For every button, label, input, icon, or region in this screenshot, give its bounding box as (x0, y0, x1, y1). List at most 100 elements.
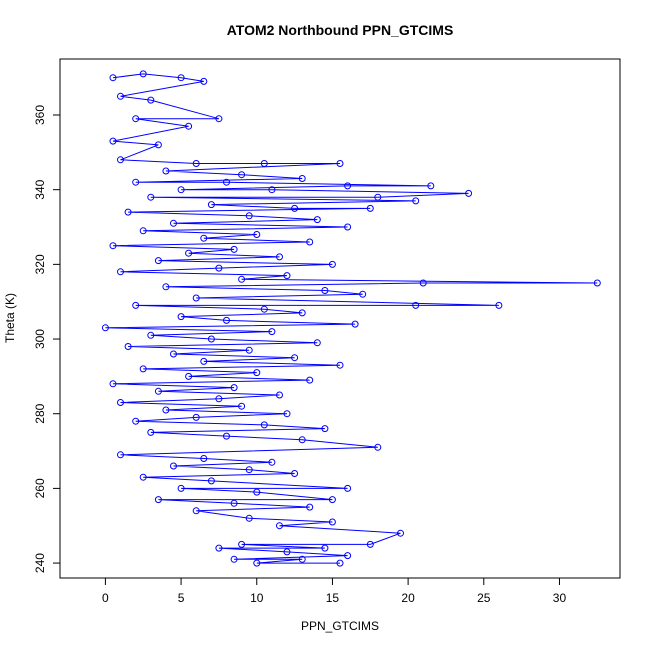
data-point (238, 540, 246, 548)
y-tick-label: 360 (33, 105, 47, 125)
data-point (313, 339, 321, 347)
data-point (177, 313, 185, 321)
data-point (230, 245, 238, 253)
x-axis: 0 5 10 15 20 25 30 (102, 577, 566, 605)
data-point (306, 503, 314, 511)
data-point (223, 432, 230, 440)
data-point (427, 182, 435, 190)
data-point (170, 462, 177, 470)
data-point (117, 92, 124, 100)
y-tick-label: 240 (33, 553, 47, 573)
data-point (177, 74, 185, 82)
x-tick-label: 5 (178, 591, 185, 605)
data-point (366, 540, 374, 548)
data-point (215, 544, 223, 552)
data-point (291, 354, 299, 362)
data-point (344, 182, 352, 190)
data-point (215, 395, 223, 403)
data-point (147, 193, 155, 201)
data-point (268, 328, 276, 336)
data-point (139, 70, 147, 78)
series-layer (101, 70, 601, 567)
y-axis-label: Theta (K) (3, 293, 17, 343)
data-point (177, 186, 185, 194)
data-point (207, 201, 215, 209)
data-point (283, 272, 291, 280)
chart-title: ATOM2 Northbound PPN_GTCIMS (227, 22, 454, 38)
y-tick-label: 300 (33, 329, 47, 349)
data-point (268, 186, 276, 194)
x-tick-label: 0 (102, 591, 109, 605)
data-point (419, 279, 427, 287)
data-point (117, 268, 124, 276)
data-point (192, 507, 200, 515)
data-point (139, 473, 147, 481)
data-point (192, 294, 200, 302)
data-point (230, 499, 238, 507)
data-point (162, 406, 170, 414)
data-point (215, 264, 223, 272)
data-point (328, 260, 336, 268)
data-point (276, 522, 283, 530)
data-point (139, 227, 147, 235)
data-point (230, 555, 238, 563)
data-point (245, 346, 253, 354)
data-point (170, 350, 177, 358)
data-point (260, 305, 268, 313)
data-point (207, 335, 215, 343)
data-point (109, 137, 117, 145)
data-point (374, 193, 382, 201)
data-point (162, 167, 170, 175)
data-point (154, 141, 162, 149)
data-point (366, 204, 374, 212)
data-point (117, 451, 124, 459)
data-point (336, 160, 344, 167)
data-point (298, 555, 306, 563)
data-point (495, 301, 503, 309)
data-point (147, 428, 155, 436)
data-point (154, 496, 162, 504)
data-point (321, 287, 329, 294)
x-tick-label: 20 (401, 591, 415, 605)
data-point (223, 316, 230, 324)
data-point (253, 559, 261, 567)
y-tick-label: 320 (33, 254, 47, 274)
data-point (253, 231, 261, 238)
data-point (593, 279, 601, 287)
data-point (359, 290, 367, 298)
x-tick-label: 15 (326, 591, 340, 605)
data-point (132, 115, 140, 123)
data-point (185, 122, 193, 130)
data-point (298, 175, 306, 182)
data-point (283, 548, 291, 556)
data-point (162, 283, 170, 291)
data-point (291, 470, 299, 477)
data-point (109, 380, 117, 388)
data-point (124, 343, 132, 350)
data-point (397, 529, 404, 537)
data-point (192, 160, 200, 167)
data-point (465, 189, 473, 197)
data-point (200, 357, 208, 365)
data-point (276, 253, 283, 261)
data-point (154, 257, 162, 265)
data-point (260, 160, 268, 167)
data-point (200, 234, 208, 242)
data-point (132, 301, 140, 309)
data-point (245, 514, 253, 522)
data-point (412, 197, 420, 205)
data-point (283, 410, 291, 418)
data-point (328, 518, 336, 526)
data-point (200, 455, 208, 462)
data-point (291, 204, 299, 212)
data-point (260, 421, 268, 429)
data-point (245, 212, 253, 220)
data-point (215, 115, 223, 123)
series-line (105, 73, 598, 564)
data-point (207, 477, 215, 485)
data-point (230, 384, 238, 392)
y-tick-label: 260 (33, 478, 47, 498)
data-point (238, 275, 246, 283)
